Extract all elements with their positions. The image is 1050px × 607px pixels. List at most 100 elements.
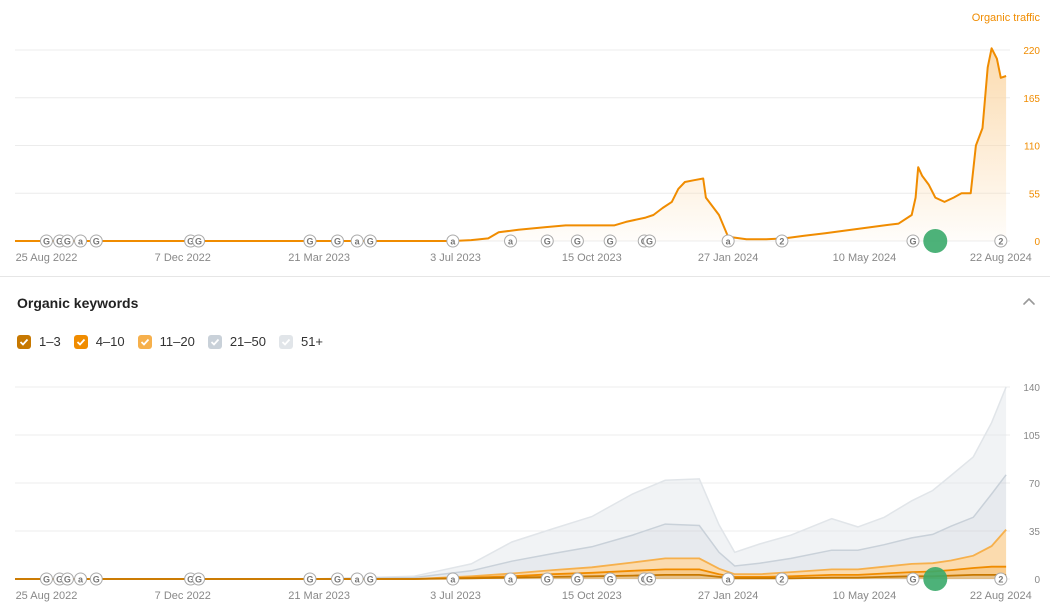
keywords-line-21–50	[15, 474, 1007, 580]
legend-item-11-20[interactable]: 11–20	[137, 334, 195, 349]
annotation-circle	[570, 572, 584, 586]
google-update-icon: G	[603, 234, 617, 248]
annotation-circle	[303, 234, 317, 248]
y-tick-label: 110	[1024, 142, 1040, 153]
organic-keywords-panel: Organic keywords 1–3 4–10 11–20 21–50 51…	[0, 277, 1050, 607]
legend-label: 51+	[300, 334, 324, 349]
organic-keywords-chart[interactable]: 0 35 70 105 140 25 Aug 2022 7 Dec 2022 21 Mar …	[0, 277, 1050, 607]
legend-item-21-50[interactable]: 21–50	[207, 334, 266, 349]
x-tick-label: 3 Jul 2023	[430, 590, 481, 602]
legend-label: 21–50	[229, 334, 266, 349]
checkbox-checked-icon[interactable]	[137, 334, 152, 349]
annotation-circle	[350, 234, 364, 248]
event-marker-icon	[923, 229, 948, 253]
collapse-chevron-up-icon[interactable]	[1020, 293, 1038, 311]
annotation-circle	[39, 572, 53, 586]
annotation-label: G	[187, 237, 194, 247]
annotation-label: G	[334, 575, 341, 585]
x-tick-label: 15 Oct 2023	[562, 252, 622, 264]
multi-event-icon: 2	[775, 234, 789, 248]
annotation-label: G	[195, 237, 202, 247]
google-update-icon: G	[642, 234, 656, 248]
x-tick-label: 27 Jan 2024	[698, 590, 759, 602]
checkbox-checked-icon[interactable]	[17, 334, 31, 349]
y-tick-label: 220	[1023, 46, 1040, 57]
annotation-circle	[775, 234, 789, 248]
legend-item-4-10[interactable]: 4–10	[73, 334, 125, 349]
x-tick-label: 3 Jul 2023	[430, 252, 481, 264]
annotation-label: G	[646, 237, 653, 247]
keywords-line-11–20	[15, 529, 1007, 580]
y-tick-label: 140	[1023, 383, 1040, 394]
ahrefs-update-icon: a	[504, 572, 518, 586]
multi-event-icon: 2	[994, 234, 1008, 248]
annotation-circle	[89, 572, 103, 586]
annotation-label: G	[43, 237, 50, 247]
google-update-icon: G	[363, 234, 377, 248]
annotation-label: G	[93, 237, 100, 247]
y-tick-label: 165	[1023, 94, 1040, 105]
legend-item-51-plus[interactable]: 51+	[278, 334, 324, 349]
legend-label: 1–3	[39, 334, 61, 349]
annotation-circle	[446, 234, 460, 248]
annotation-label: G	[306, 575, 313, 585]
ahrefs-update-icon: a	[74, 572, 88, 586]
annotation-circle	[504, 234, 518, 248]
annotation-label: G	[574, 575, 581, 585]
annotation-circle	[303, 572, 317, 586]
organic-traffic-panel: Organic traffic 0 55 110 165 220 25 Aug 2022…	[0, 0, 1050, 276]
x-tick-label: 15 Oct 2023	[562, 590, 622, 602]
checkbox-checked-icon[interactable]	[278, 334, 293, 349]
x-tick-label: 25 Aug 2022	[16, 252, 78, 264]
annotation-label: G	[64, 575, 71, 585]
annotation-label: a	[355, 237, 361, 247]
x-tick-label: 10 May 2024	[833, 252, 897, 264]
ahrefs-update-icon: a	[504, 234, 518, 248]
annotation-circle	[721, 572, 735, 586]
annotation-circle	[39, 234, 53, 248]
annotation-label: G	[646, 575, 653, 585]
ahrefs-update-icon: a	[721, 234, 735, 248]
checkbox-checked-icon[interactable]	[73, 334, 88, 349]
annotation-label: G	[367, 237, 374, 247]
traffic-series-line	[15, 47, 1007, 242]
annotation-label: G	[187, 575, 194, 585]
annotation-label: a	[355, 575, 361, 585]
annotation-label: a	[726, 575, 732, 585]
annotation-circle	[330, 234, 344, 248]
annotation-circle	[721, 234, 735, 248]
legend-item-1-3[interactable]: 1–3	[17, 334, 61, 349]
legend-label: 4–10	[95, 334, 125, 349]
google-update-icon: G	[540, 572, 554, 586]
google-update-icon: G	[303, 234, 317, 248]
annotation-label: G	[909, 575, 916, 585]
annotation-label: G	[909, 237, 916, 247]
google-update-icon: G	[540, 234, 554, 248]
ahrefs-update-icon: a	[446, 234, 460, 248]
x-tick-label: 21 Mar 2023	[288, 252, 350, 264]
google-update-icon: G	[603, 572, 617, 586]
google-update-icon: G	[39, 234, 53, 248]
annotation-circle	[994, 234, 1008, 248]
organic-traffic-chart[interactable]: Organic traffic 0 55 110 165 220 25 Aug 2022…	[0, 0, 1050, 276]
ahrefs-update-icon: a	[446, 572, 460, 586]
ahrefs-update-icon: a	[350, 234, 364, 248]
y-tick-label: 70	[1029, 479, 1041, 490]
annotation-label: G	[367, 575, 374, 585]
google-update-icon: G	[39, 572, 53, 586]
annotation-circle	[994, 572, 1008, 586]
annotation-circle	[603, 234, 617, 248]
multi-event-icon: 2	[775, 572, 789, 586]
annotation-circle	[74, 234, 88, 248]
traffic-area-fill	[15, 48, 1007, 241]
annotation-circle	[603, 572, 617, 586]
google-update-icon: G	[192, 234, 206, 248]
checkbox-checked-icon[interactable]	[207, 334, 222, 349]
annotation-label: G	[306, 237, 313, 247]
annotation-label: G	[607, 237, 614, 247]
x-tick-label: 7 Dec 2022	[155, 252, 211, 264]
annotation-label: G	[43, 575, 50, 585]
annotation-label: G	[56, 575, 63, 585]
annotation-label: 2	[779, 575, 784, 585]
google-update-icon: G	[363, 572, 377, 586]
